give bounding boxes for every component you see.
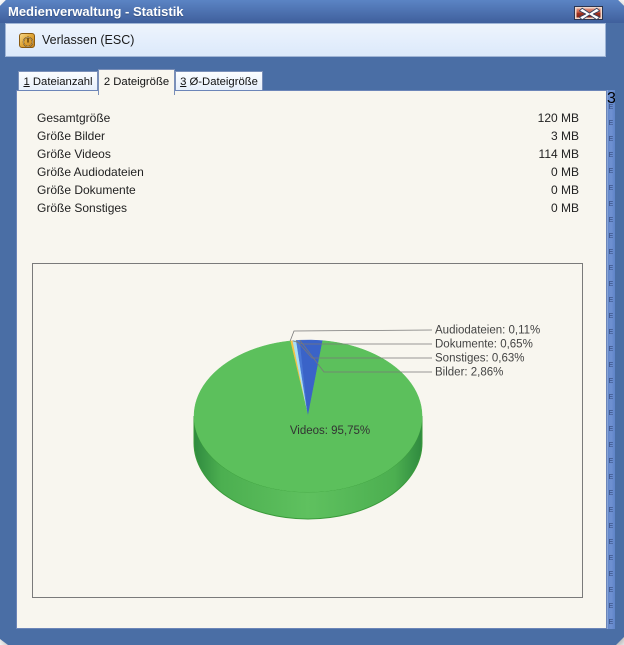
svg-text:Bilder: 2,86%: Bilder: 2,86% [435, 367, 503, 379]
svg-text:Audiodateien: 0,11%: Audiodateien: 0,11% [435, 325, 540, 337]
svg-text:Videos: 95,75%: Videos: 95,75% [290, 425, 370, 437]
svg-text:Sonstiges: 0,63%: Sonstiges: 0,63% [435, 353, 525, 365]
svg-text:Dokumente: 0,65%: Dokumente: 0,65% [435, 339, 533, 351]
